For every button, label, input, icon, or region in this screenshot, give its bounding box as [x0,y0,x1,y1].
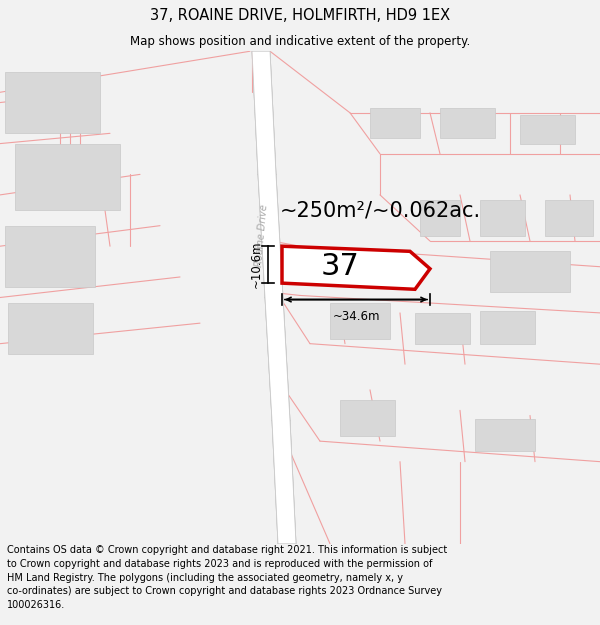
Polygon shape [480,200,525,236]
Polygon shape [330,302,390,339]
Polygon shape [440,107,495,139]
Polygon shape [15,144,120,210]
Text: Roaine Drive: Roaine Drive [254,204,270,268]
Polygon shape [252,51,296,544]
Polygon shape [420,200,460,236]
Polygon shape [480,311,535,344]
Text: Map shows position and indicative extent of the property.: Map shows position and indicative extent… [130,34,470,48]
Polygon shape [490,251,570,292]
Polygon shape [370,107,420,139]
Polygon shape [5,72,100,133]
Text: Contains OS data © Crown copyright and database right 2021. This information is : Contains OS data © Crown copyright and d… [7,546,448,610]
Polygon shape [545,200,593,236]
Text: ~34.6m: ~34.6m [332,310,380,322]
Polygon shape [282,246,430,289]
Polygon shape [340,400,395,436]
Polygon shape [475,419,535,451]
Polygon shape [415,313,470,344]
Polygon shape [5,226,95,288]
Text: 37: 37 [320,253,359,281]
Text: ~250m²/~0.062ac.: ~250m²/~0.062ac. [280,200,481,220]
Polygon shape [520,115,575,144]
Text: ~10.6m: ~10.6m [250,241,263,288]
Polygon shape [8,302,93,354]
Text: 37, ROAINE DRIVE, HOLMFIRTH, HD9 1EX: 37, ROAINE DRIVE, HOLMFIRTH, HD9 1EX [150,8,450,23]
